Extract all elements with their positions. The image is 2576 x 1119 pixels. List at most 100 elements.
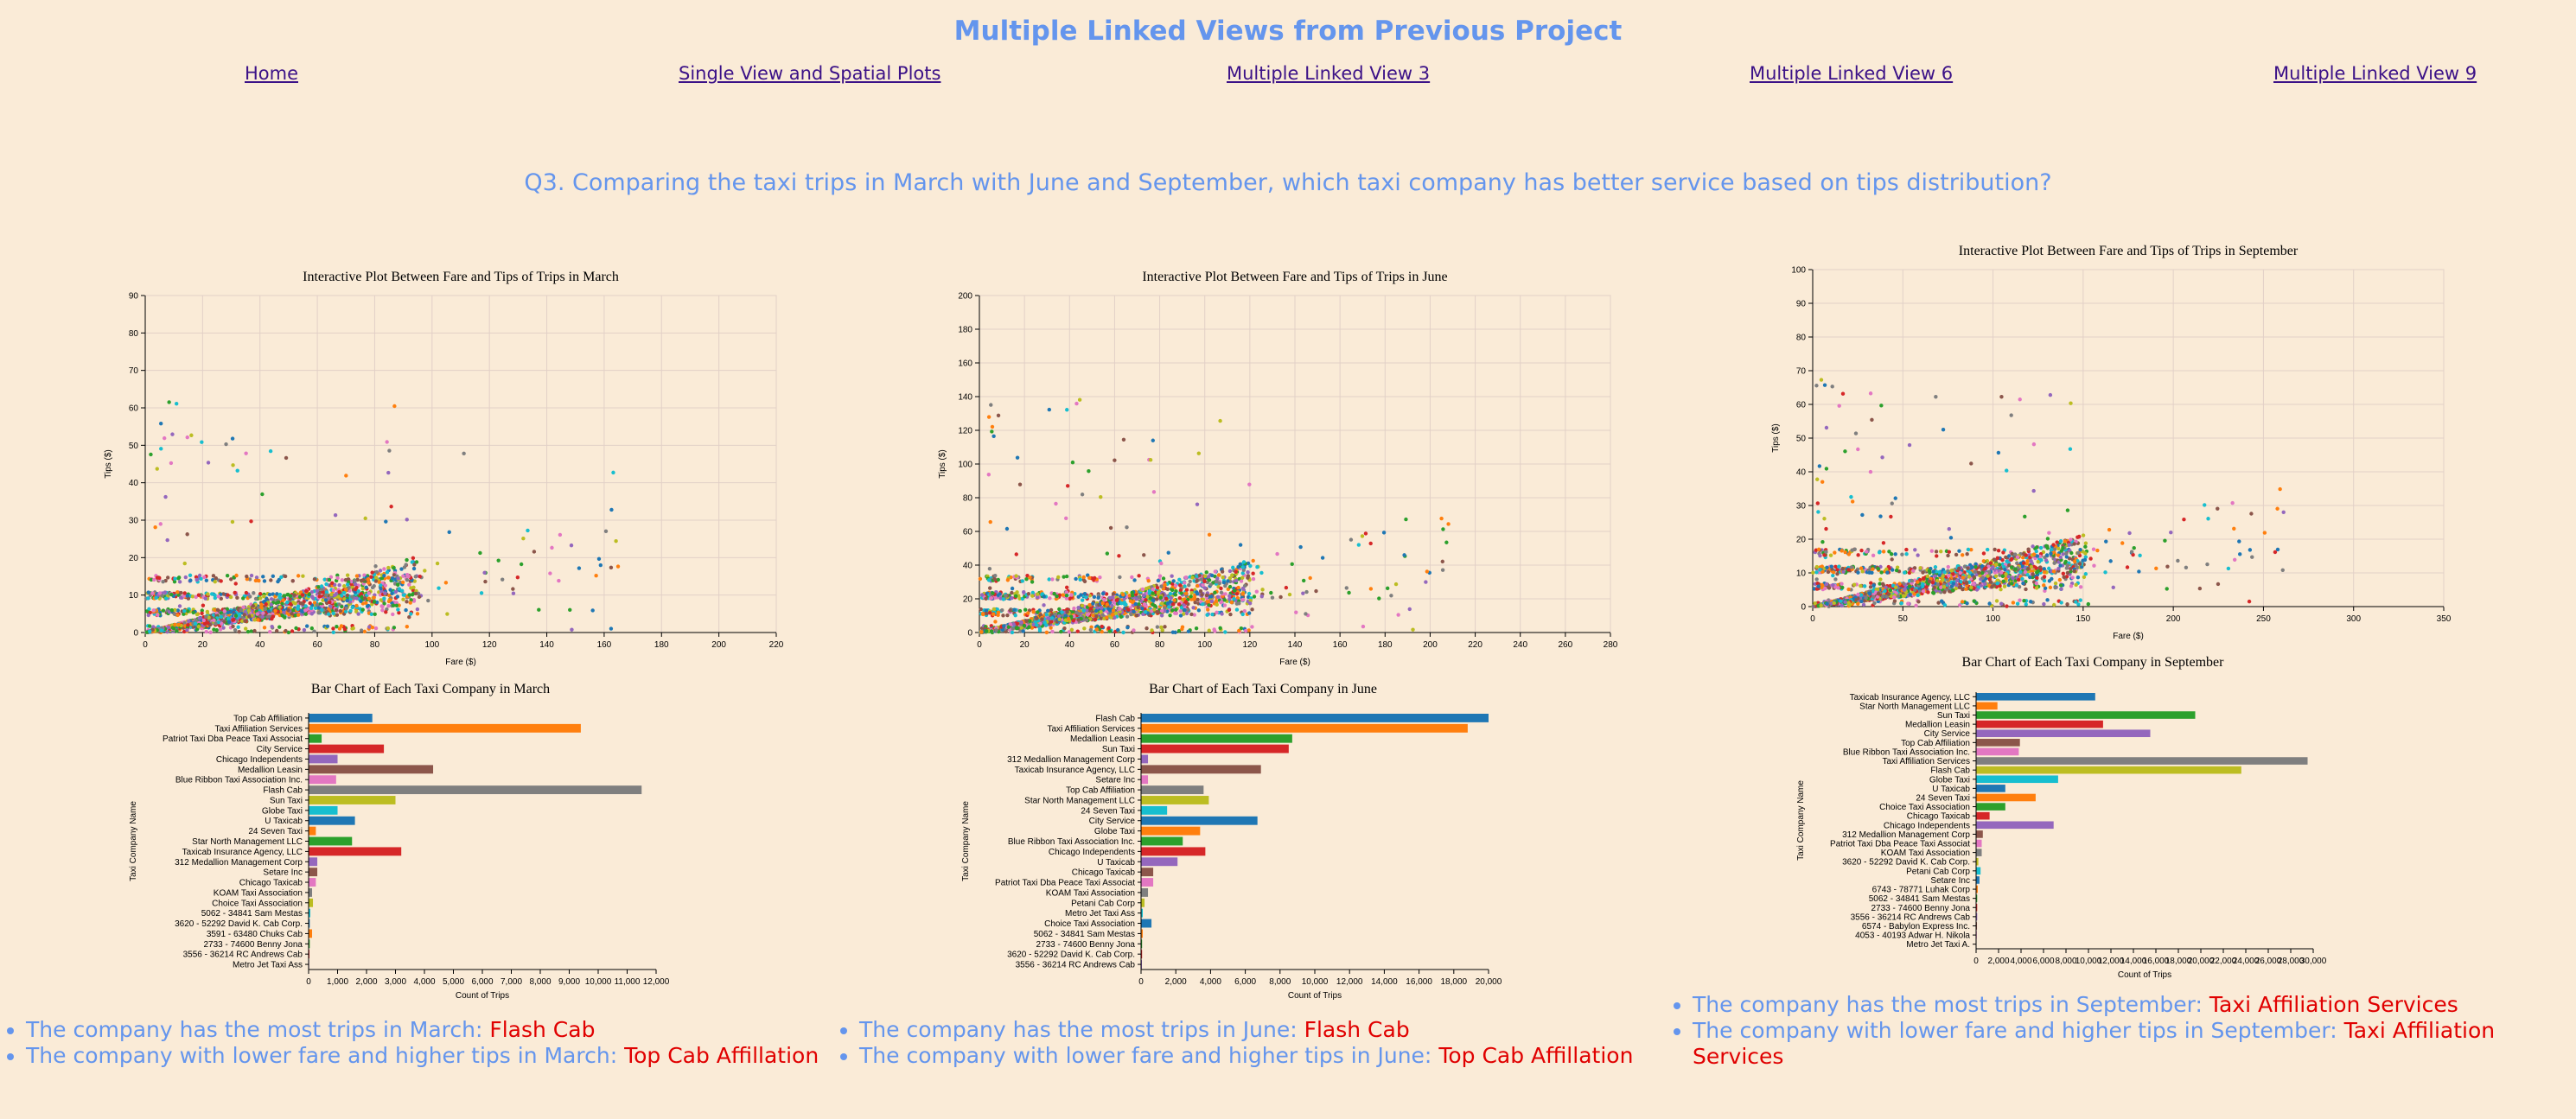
march-scatter-point — [190, 621, 195, 626]
march-scatter-point — [265, 614, 270, 619]
june-scatter-point — [1036, 594, 1041, 600]
march-scatter-point — [340, 597, 345, 602]
march-scatter-point — [271, 614, 276, 619]
march-scatter-point — [275, 592, 279, 596]
march-scatter-point — [309, 603, 315, 607]
march-scatter-point — [154, 629, 158, 633]
march-scatter-point — [350, 597, 354, 601]
june-scatter-point — [1196, 583, 1200, 588]
march-scatter-point — [164, 591, 169, 596]
june-scatter-point — [979, 626, 985, 631]
june-scatter-point — [1164, 596, 1169, 601]
june-scatter-point — [1072, 615, 1076, 620]
march-scatter-point — [354, 588, 358, 592]
march-scatter-point — [216, 620, 221, 624]
nav-single-view-link[interactable]: Single View and Spatial Plots — [679, 63, 941, 84]
june-scatter-point — [1099, 616, 1104, 620]
march-scatter-point — [191, 624, 195, 629]
march-scatter-point — [330, 601, 335, 606]
nav-linked-view-3-link[interactable]: Multiple Linked View 3 — [1227, 63, 1431, 84]
june-scatter-point — [1052, 592, 1057, 597]
march-scatter-point — [345, 598, 349, 603]
june-scatter-point — [1220, 599, 1225, 604]
june-scatter-point — [1237, 599, 1241, 603]
june-scatter-point — [1083, 593, 1088, 597]
march-scatter-point — [288, 609, 292, 614]
march-scatter-point — [335, 573, 340, 578]
march-scatter-point — [219, 617, 223, 621]
march-scatter-point — [367, 611, 372, 615]
september-scatter-point — [1832, 569, 1836, 573]
june-scatter-point — [1229, 600, 1234, 605]
september-scatter-point — [1935, 585, 1939, 589]
march-scatter-point — [239, 618, 244, 622]
march-scatter-point — [548, 571, 552, 575]
march-scatter-point — [204, 574, 208, 579]
march-scatter-point — [173, 623, 178, 628]
june-scatter-point — [1045, 613, 1049, 617]
june-scatter-point — [1076, 618, 1081, 622]
march-scatter-point — [164, 626, 169, 631]
june-scatter-xtick-label: 240 — [1513, 640, 1527, 650]
june-scatter-point — [1082, 591, 1087, 596]
march-scatter-point — [158, 614, 163, 618]
march-scatter-point — [150, 628, 156, 633]
june-scatter-point — [998, 626, 1003, 631]
march-scatter-point — [281, 610, 285, 615]
march-scatter-point — [348, 608, 353, 614]
june-scatter-point — [1120, 610, 1125, 614]
june-scatter-point — [1084, 608, 1089, 613]
june-scatter-point — [1018, 622, 1023, 627]
nav-linked-view-9-link[interactable]: Multiple Linked View 9 — [2273, 63, 2477, 84]
june-scatter-point — [982, 595, 987, 600]
nav-home-link[interactable]: Home — [245, 63, 299, 84]
march-scatter-point — [296, 574, 301, 578]
march-scatter-point — [149, 629, 153, 634]
june-scatter-point — [994, 590, 998, 594]
june-scatter-point — [1085, 607, 1089, 611]
march-scatter-point — [192, 620, 196, 624]
june-scatter-point — [1106, 597, 1112, 601]
june-scatter-point — [1004, 624, 1008, 628]
march-scatter-point — [173, 612, 178, 617]
september-scatter-point — [1887, 594, 1891, 599]
june-scatter-point — [1003, 625, 1008, 629]
march-scatter-point — [324, 591, 329, 595]
june-scatter-point — [1164, 598, 1170, 602]
june-scatter-point — [984, 628, 988, 633]
june-scatter-point — [979, 630, 985, 634]
march-scatter-point — [288, 601, 293, 607]
march-scatter-point — [175, 613, 180, 618]
september-scatter-point — [1821, 602, 1827, 607]
june-scatter-point — [1110, 599, 1115, 604]
march-scatter-point — [231, 463, 235, 467]
march-scatter-point — [149, 577, 154, 582]
june-scatter-point — [994, 628, 999, 633]
september-scatter-point — [1934, 587, 1938, 591]
march-scatter-point — [333, 594, 337, 600]
june-scatter-point — [1084, 611, 1089, 615]
june-scatter-point — [1202, 574, 1206, 579]
march-scatter-point — [365, 577, 370, 582]
june-scatter-point — [988, 627, 992, 632]
march-scatter-point — [332, 601, 337, 605]
june-scatter-point — [1010, 626, 1014, 631]
march-scatter-point — [236, 618, 240, 622]
june-scatter-point — [1139, 605, 1145, 609]
nav-linked-view-6-link[interactable]: Multiple Linked View 6 — [1750, 63, 1954, 84]
june-scatter-point — [995, 594, 1000, 600]
june-scatter-point — [1167, 581, 1172, 585]
march-scatter-point — [568, 607, 572, 612]
june-scatter-point — [990, 628, 994, 633]
september-scatter-point — [1830, 602, 1834, 607]
june-scatter-point — [1077, 620, 1081, 624]
march-scatter-point — [211, 577, 215, 582]
june-scatter-point — [1004, 594, 1010, 598]
june-scatter-point — [1084, 608, 1089, 614]
june-scatter-point — [1178, 583, 1183, 588]
june-scatter-point — [1105, 604, 1110, 608]
june-scatter-point — [1010, 609, 1014, 614]
